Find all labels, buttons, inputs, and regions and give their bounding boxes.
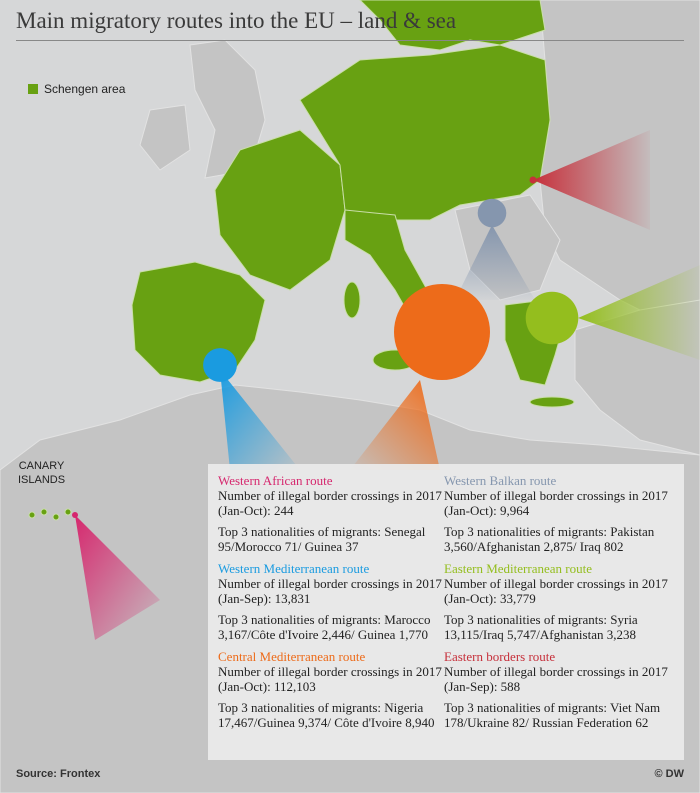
route-crossings: Number of illegal border crossings in 20… <box>444 576 668 606</box>
routes-column-right: Western Balkan route Number of illegal b… <box>444 473 676 737</box>
western-african-route-cone <box>75 515 160 640</box>
route-eastern-mediterranean: Eastern Mediterranean route Number of il… <box>444 561 676 642</box>
source-credit: Source: Frontex <box>16 768 101 780</box>
western-african-route-marker <box>72 512 78 518</box>
route-crossings: Number of illegal border crossings in 20… <box>444 664 668 694</box>
route-western-mediterranean: Western Mediterranean route Number of il… <box>218 561 450 642</box>
schengen-swatch <box>28 84 38 94</box>
route-eastern-borders: Eastern borders route Number of illegal … <box>444 649 676 730</box>
title-divider <box>16 40 684 41</box>
eastern-borders-route-cone <box>533 130 650 230</box>
publisher-credit: © DW <box>654 768 685 780</box>
route-nationalities: Top 3 nationalities of migrants: Pakista… <box>444 524 655 554</box>
western-mediterranean-route-cone <box>220 370 300 470</box>
eastern-borders-route-marker <box>529 176 537 184</box>
route-name: Eastern borders route <box>444 649 556 664</box>
western-mediterranean-route-marker <box>203 348 237 382</box>
western-balkan-route-marker <box>477 198 507 228</box>
eastern-mediterranean-route-cone <box>578 265 700 360</box>
route-crossings: Number of illegal border crossings in 20… <box>218 576 442 606</box>
canary-label-line2: ISLANDS <box>18 474 66 486</box>
legend-label: Schengen area <box>44 82 126 96</box>
canary-islands-label: CANARY ISLANDS <box>18 459 65 487</box>
route-nationalities: Top 3 nationalities of migrants: Viet Na… <box>444 700 661 730</box>
schengen-area <box>28 0 575 521</box>
route-central-mediterranean: Central Mediterranean route Number of il… <box>218 649 450 730</box>
routes-column-left: Western African route Number of illegal … <box>218 473 450 737</box>
route-crossings: Number of illegal border crossings in 20… <box>218 664 442 694</box>
central-mediterranean-route-cone <box>350 380 440 470</box>
route-name: Western Mediterranean route <box>218 561 370 576</box>
route-name: Eastern Mediterranean route <box>444 561 592 576</box>
route-name: Western Balkan route <box>444 473 557 488</box>
route-crossings: Number of illegal border crossings in 20… <box>444 488 668 518</box>
route-nationalities: Top 3 nationalities of migrants: Syria 1… <box>444 612 638 642</box>
western-balkan-route-cone <box>455 225 535 300</box>
route-nationalities: Top 3 nationalities of migrants: Marocco… <box>218 612 431 642</box>
route-western-african: Western African route Number of illegal … <box>218 473 450 554</box>
canary-label-line1: CANARY <box>18 460 65 472</box>
eastern-mediterranean-route-marker <box>525 291 579 345</box>
route-markers <box>72 176 579 518</box>
routes-info-panel: Western African route Number of illegal … <box>208 464 684 760</box>
route-name: Central Mediterranean route <box>218 649 366 664</box>
central-mediterranean-route-marker <box>394 284 490 380</box>
route-crossings: Number of illegal border crossings in 20… <box>218 488 442 518</box>
route-nationalities: Top 3 nationalities of migrants: Nigeria… <box>218 700 435 730</box>
route-nationalities: Top 3 nationalities of migrants: Senegal… <box>218 524 426 554</box>
page-title: Main migratory routes into the EU – land… <box>16 8 457 33</box>
route-name: Western African route <box>218 473 333 488</box>
legend: Schengen area <box>28 82 125 96</box>
route-western-balkan: Western Balkan route Number of illegal b… <box>444 473 676 554</box>
